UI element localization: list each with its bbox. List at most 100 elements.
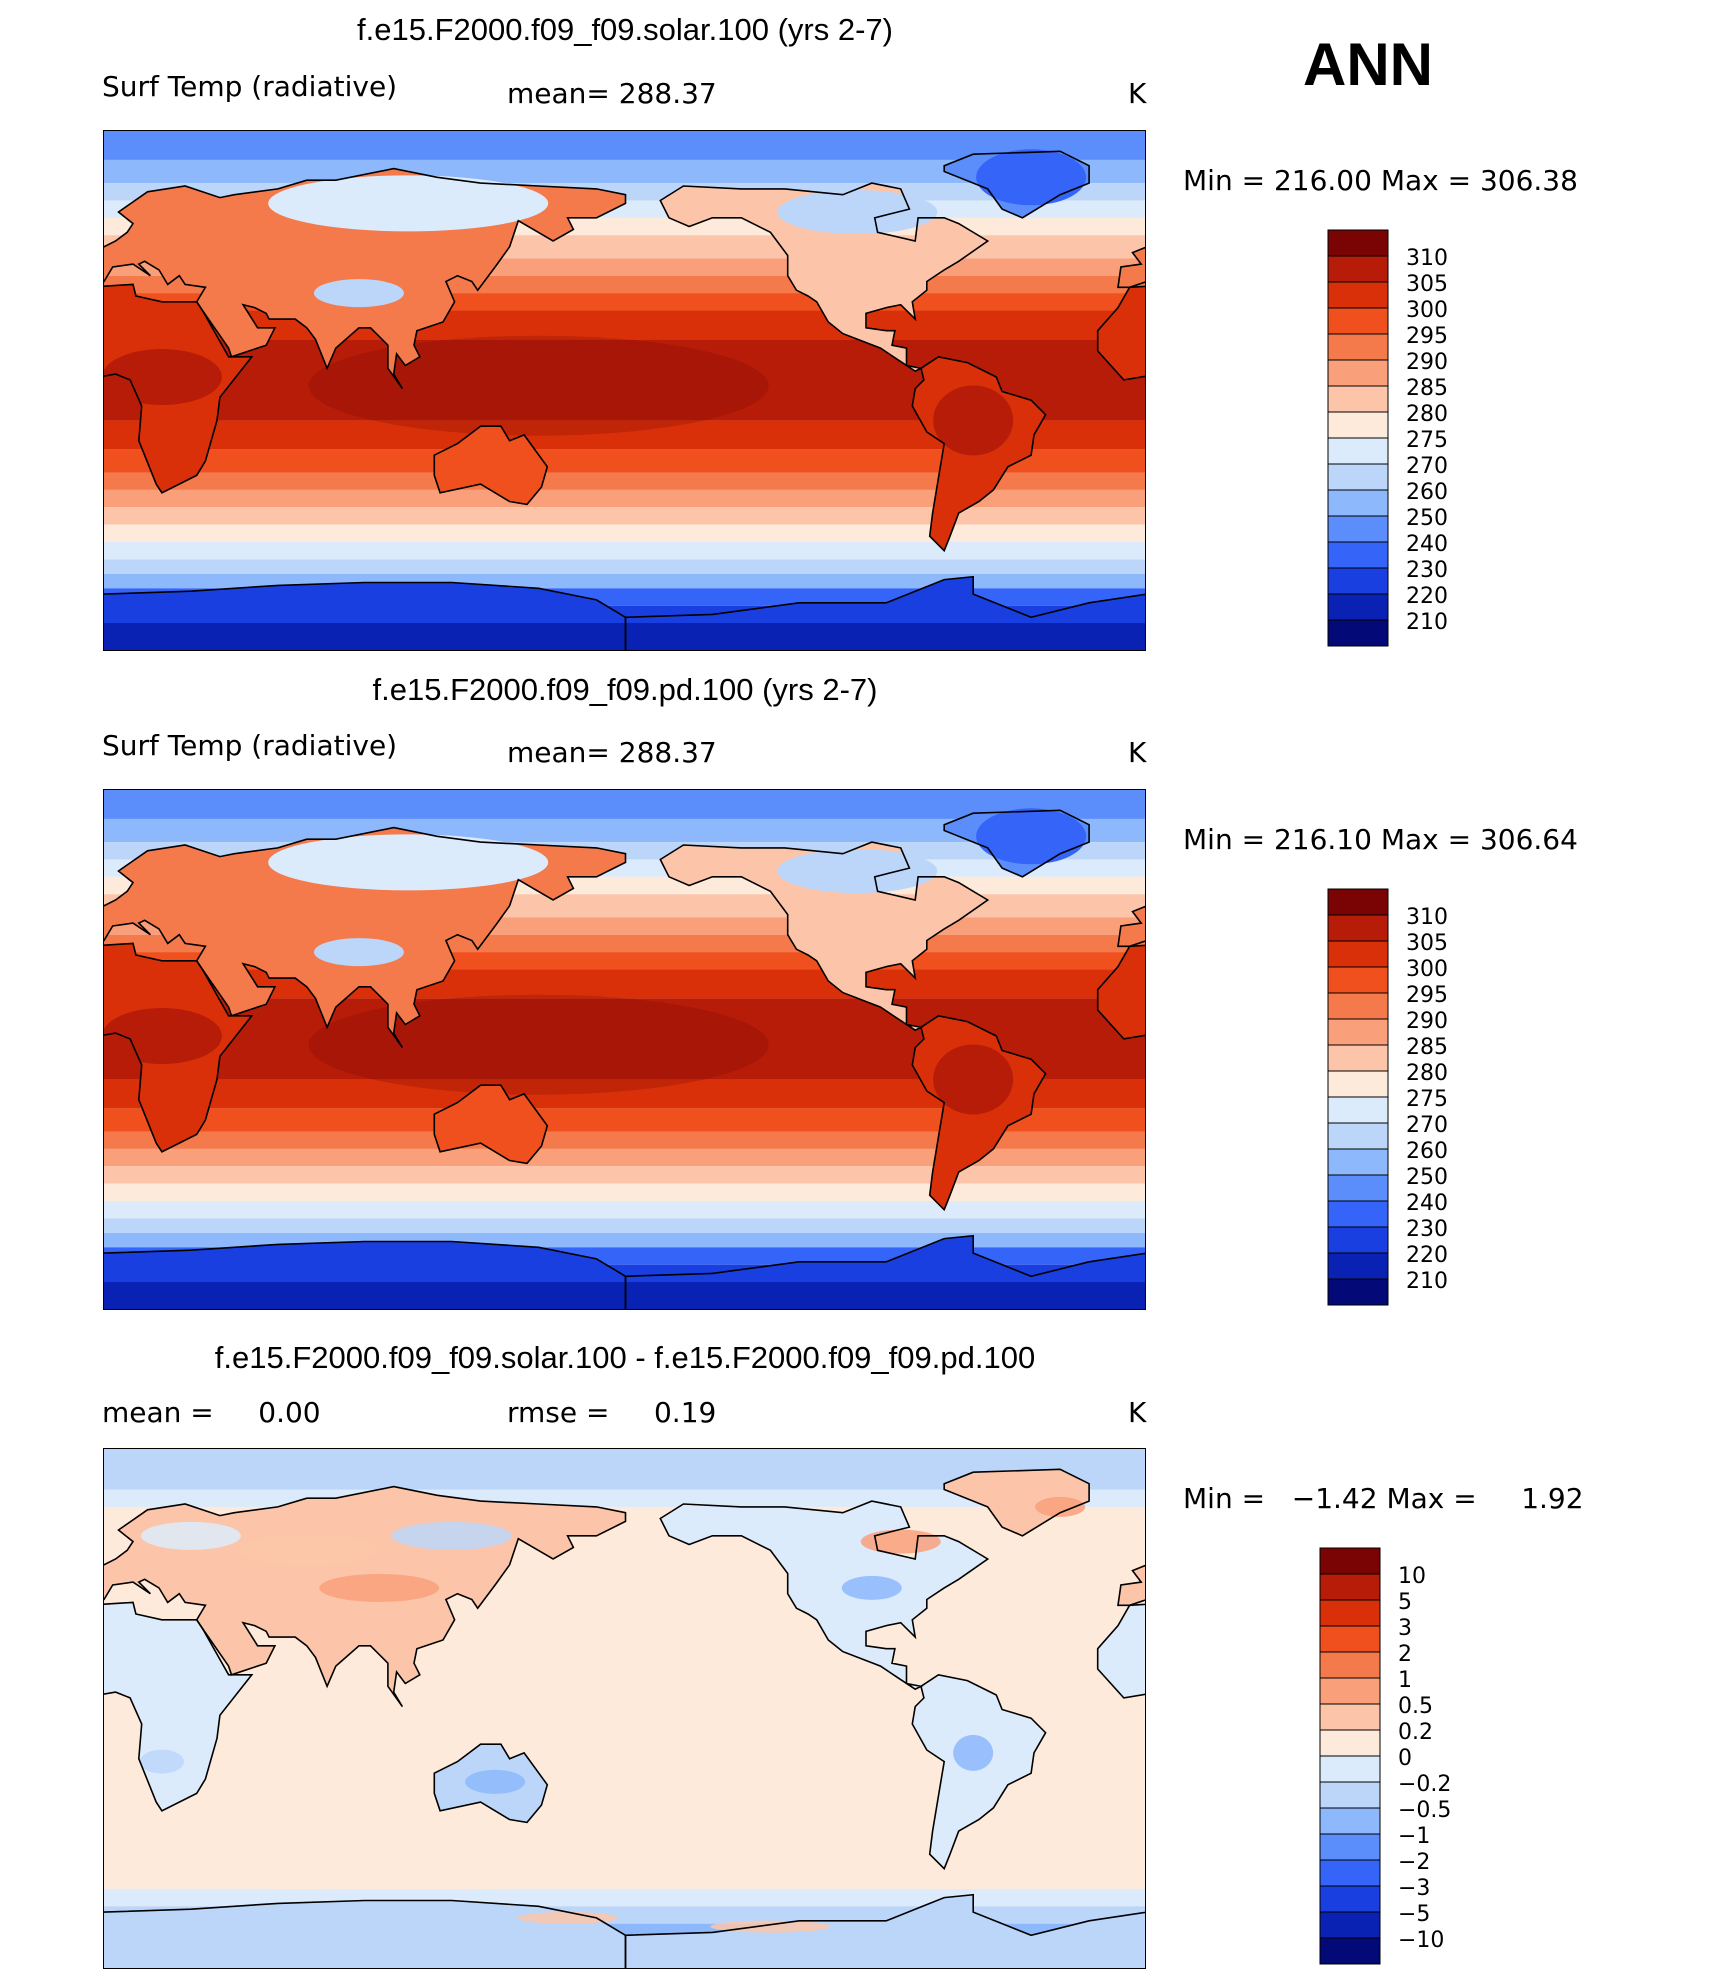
colorbar-swatch	[1319, 1937, 1381, 1965]
colorbar-swatch	[1319, 1547, 1381, 1575]
colorbar-tick-label: 280	[1406, 402, 1448, 427]
colorbar-tick-label: 280	[1406, 1061, 1448, 1086]
colorbar-tick-label: 0.5	[1398, 1694, 1433, 1719]
anomaly-patch	[860, 1529, 941, 1554]
landmass-namerica	[660, 1501, 988, 1690]
anomaly-patch	[841, 1575, 902, 1600]
colorbar-swatch	[1327, 593, 1389, 621]
colorbar-swatch	[1327, 619, 1389, 647]
landmass-eurasia	[1118, 1565, 1145, 1606]
colorbar-tick-label: 0.2	[1398, 1720, 1433, 1745]
colorbar-tick-label: 210	[1406, 1269, 1448, 1294]
colorbar-swatch	[1327, 992, 1389, 1020]
field-band	[104, 1148, 1145, 1167]
colorbar-tick-label: −2	[1398, 1850, 1430, 1875]
colorbar-tick-label: −0.5	[1398, 1798, 1451, 1823]
panel-2-map	[103, 789, 1146, 1310]
landmass-africa	[1097, 1604, 1145, 1698]
field-band	[104, 1166, 1145, 1184]
coastline-samerica	[911, 355, 1047, 553]
colorbar-tick-label: 305	[1406, 931, 1448, 956]
anomaly-patch	[236, 1534, 377, 1567]
field-band	[104, 1218, 1145, 1233]
colorbar-swatch	[1327, 255, 1389, 283]
colorbar-tick-label: −1	[1398, 1824, 1430, 1849]
panel-3-title: f.e15.F2000.f09_f09.solar.100 - f.e15.F2…	[214, 1340, 1036, 1375]
colorbar-swatch	[1327, 281, 1389, 309]
colorbar-tick-label: 0	[1398, 1746, 1412, 1771]
colorbar-tick-label: 270	[1406, 454, 1448, 479]
landmass-antarctica	[104, 1900, 626, 1968]
colorbar-swatch	[1327, 1252, 1389, 1280]
coastline-antarctica	[104, 1240, 627, 1309]
landmass-australia	[434, 426, 548, 505]
colorbar-tick-label: 5	[1398, 1590, 1412, 1615]
colorbar-tick-label: 10	[1398, 1564, 1426, 1589]
field-band	[104, 1888, 1145, 1907]
anomaly-patch	[953, 1734, 994, 1771]
colorbar-swatch	[1327, 1122, 1389, 1150]
colorbar-swatch	[1327, 914, 1389, 942]
coastline-eurasia	[104, 1485, 627, 1708]
panel-3-minmax-label: Min = −1.42 Max = 1.92	[1183, 1482, 1584, 1515]
field-band	[104, 1108, 1145, 1132]
colorbar-tick-label: 300	[1406, 298, 1448, 323]
panel-2-colorbar-svg: 3103053002952902852802752702602502402302…	[1327, 888, 1448, 1306]
colorbar-swatch	[1319, 1807, 1381, 1835]
canada-cold	[777, 190, 938, 235]
colorbar-swatch	[1327, 1018, 1389, 1046]
greenland-cold	[976, 808, 1087, 865]
colorbar-tick-label: 260	[1406, 1139, 1448, 1164]
coastline-eurasia	[104, 826, 627, 1049]
landmass-australia	[434, 1085, 548, 1164]
coastline-antarctica	[624, 1234, 1145, 1309]
colorbar-tick-label: 220	[1406, 584, 1448, 609]
colorbar-swatch	[1327, 359, 1389, 387]
anomaly-patch	[710, 1920, 831, 1933]
panel-1-mean-label: mean= 288.37	[507, 77, 717, 110]
colorbar-swatch	[1319, 1911, 1381, 1939]
landmass-africa	[1097, 286, 1145, 380]
coastline-samerica	[911, 1014, 1047, 1212]
field-band	[104, 449, 1145, 473]
panel-3-unit-label: K	[1128, 1396, 1147, 1429]
colorbar-swatch	[1327, 385, 1389, 413]
colorbar-tick-label: −10	[1398, 1928, 1444, 1953]
colorbar-swatch	[1327, 333, 1389, 361]
colorbar-swatch	[1327, 515, 1389, 543]
colorbar-swatch	[1327, 411, 1389, 439]
coastline-eurasia	[104, 167, 627, 390]
panel-3-rmse-label: rmse = 0.19	[507, 1396, 717, 1429]
colorbar-swatch	[1319, 1755, 1381, 1783]
warm-pool	[308, 335, 769, 436]
colorbar-tick-label: 310	[1406, 905, 1448, 930]
colorbar-swatch	[1327, 1096, 1389, 1124]
colorbar-swatch	[1319, 1651, 1381, 1679]
colorbar-tick-label: 310	[1406, 246, 1448, 271]
colorbar-tick-label: −3	[1398, 1876, 1430, 1901]
coastline-greenland	[943, 1468, 1090, 1537]
landmass-africa	[1097, 945, 1145, 1039]
colorbar-tick-label: −5	[1398, 1902, 1430, 1927]
anomaly-patch	[391, 1521, 512, 1550]
coastline-antarctica	[104, 581, 627, 650]
siberia-cold	[268, 834, 549, 891]
colorbar-swatch	[1319, 1703, 1381, 1731]
colorbar-swatch	[1319, 1625, 1381, 1653]
colorbar-swatch	[1319, 1729, 1381, 1757]
tibet-cold	[313, 279, 404, 308]
colorbar-tick-label: 295	[1406, 983, 1448, 1008]
colorbar-tick-label: 1	[1398, 1668, 1412, 1693]
coastline-namerica	[659, 841, 990, 1032]
colorbar-swatch	[1319, 1781, 1381, 1809]
panel-2-minmax-label: Min = 216.10 Max = 306.64	[1183, 823, 1578, 856]
coastline-australia	[433, 425, 549, 506]
field-band	[104, 524, 1145, 543]
antarctic-interior	[104, 623, 1145, 650]
landmass-samerica	[912, 1674, 1046, 1869]
field-band	[104, 559, 1145, 574]
landmass-antarctica	[625, 1894, 1145, 1968]
field-band	[104, 1183, 1145, 1202]
colorbar-swatch	[1327, 437, 1389, 465]
